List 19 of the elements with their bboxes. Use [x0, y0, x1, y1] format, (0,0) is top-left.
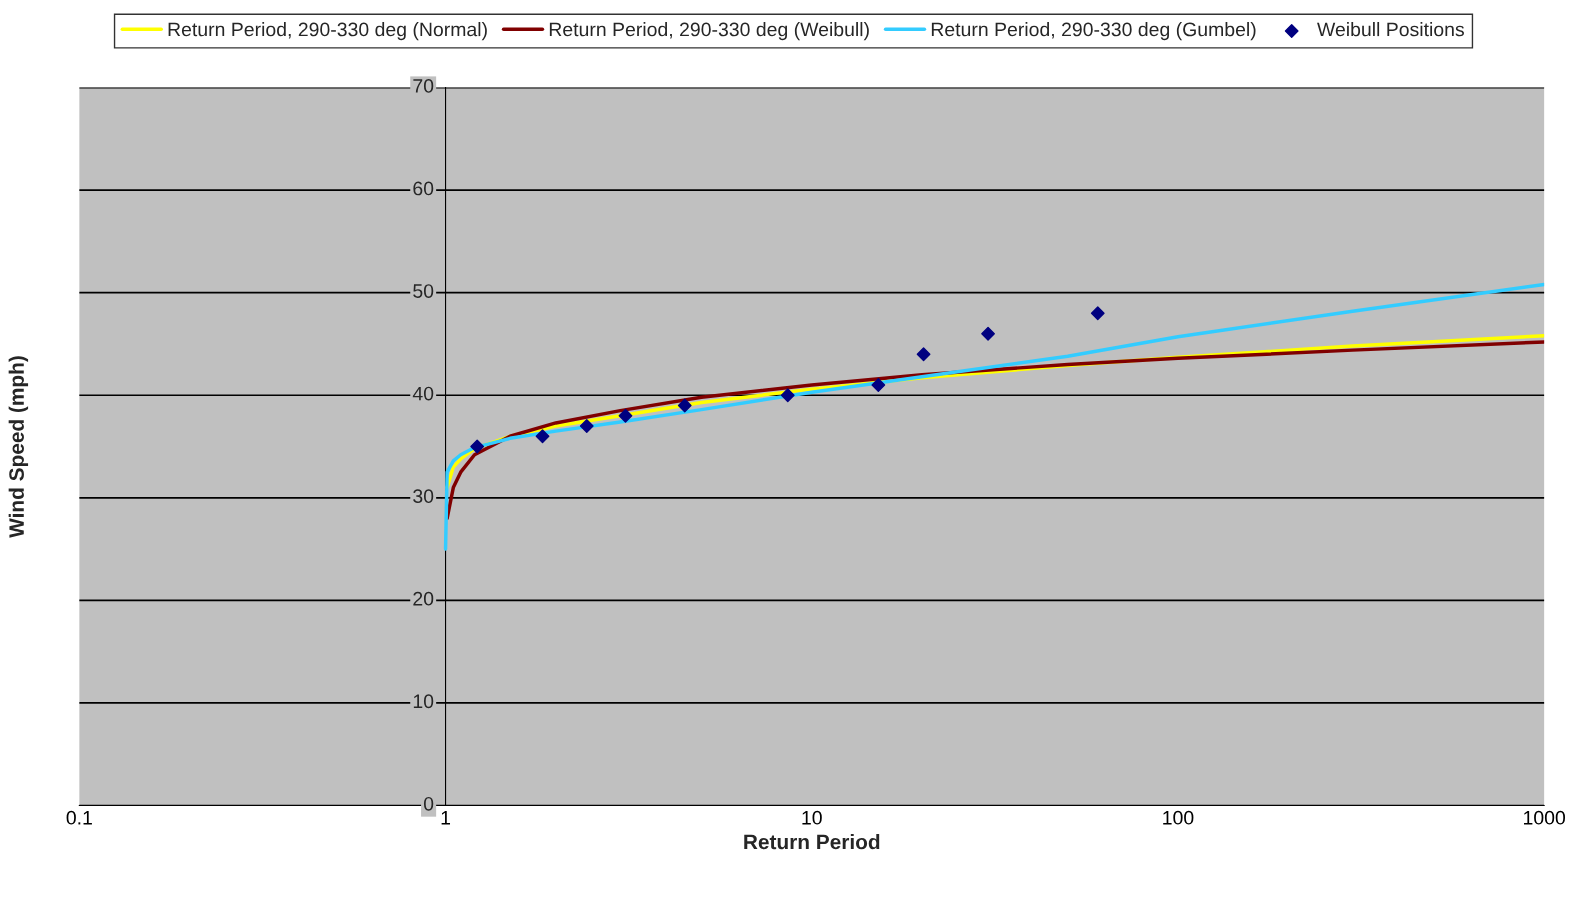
y-tick-label: 70: [413, 79, 434, 93]
x-tick-label: 100: [1163, 810, 1194, 825]
x-tick-label: 10: [802, 810, 822, 825]
legend-label: Return Period, 290-330 deg (Normal): [168, 22, 487, 41]
legend-label: Return Period, 290-330 deg (Gumbel): [931, 22, 1256, 41]
y-tick-label: 60: [413, 181, 434, 196]
x-tick-label: 1000: [1524, 810, 1566, 825]
legend-label: Return Period, 290-330 deg (Weibull): [549, 22, 869, 41]
y-tick-label: 20: [413, 591, 434, 606]
y-tick-label: 40: [412, 386, 434, 401]
y-tick-label: 10: [413, 694, 434, 709]
y-tick-label: 50: [413, 284, 434, 298]
y-axis-title: Wind Speed (mph): [8, 356, 29, 538]
legend-label: Weibull Positions: [1317, 22, 1464, 37]
x-axis-title: Return Period: [744, 834, 880, 850]
x-tick-label: 1: [441, 811, 451, 825]
x-tick-label: 0.1: [66, 810, 92, 825]
y-tick-label: 30: [413, 489, 434, 504]
y-tick-label: 0: [423, 796, 434, 811]
